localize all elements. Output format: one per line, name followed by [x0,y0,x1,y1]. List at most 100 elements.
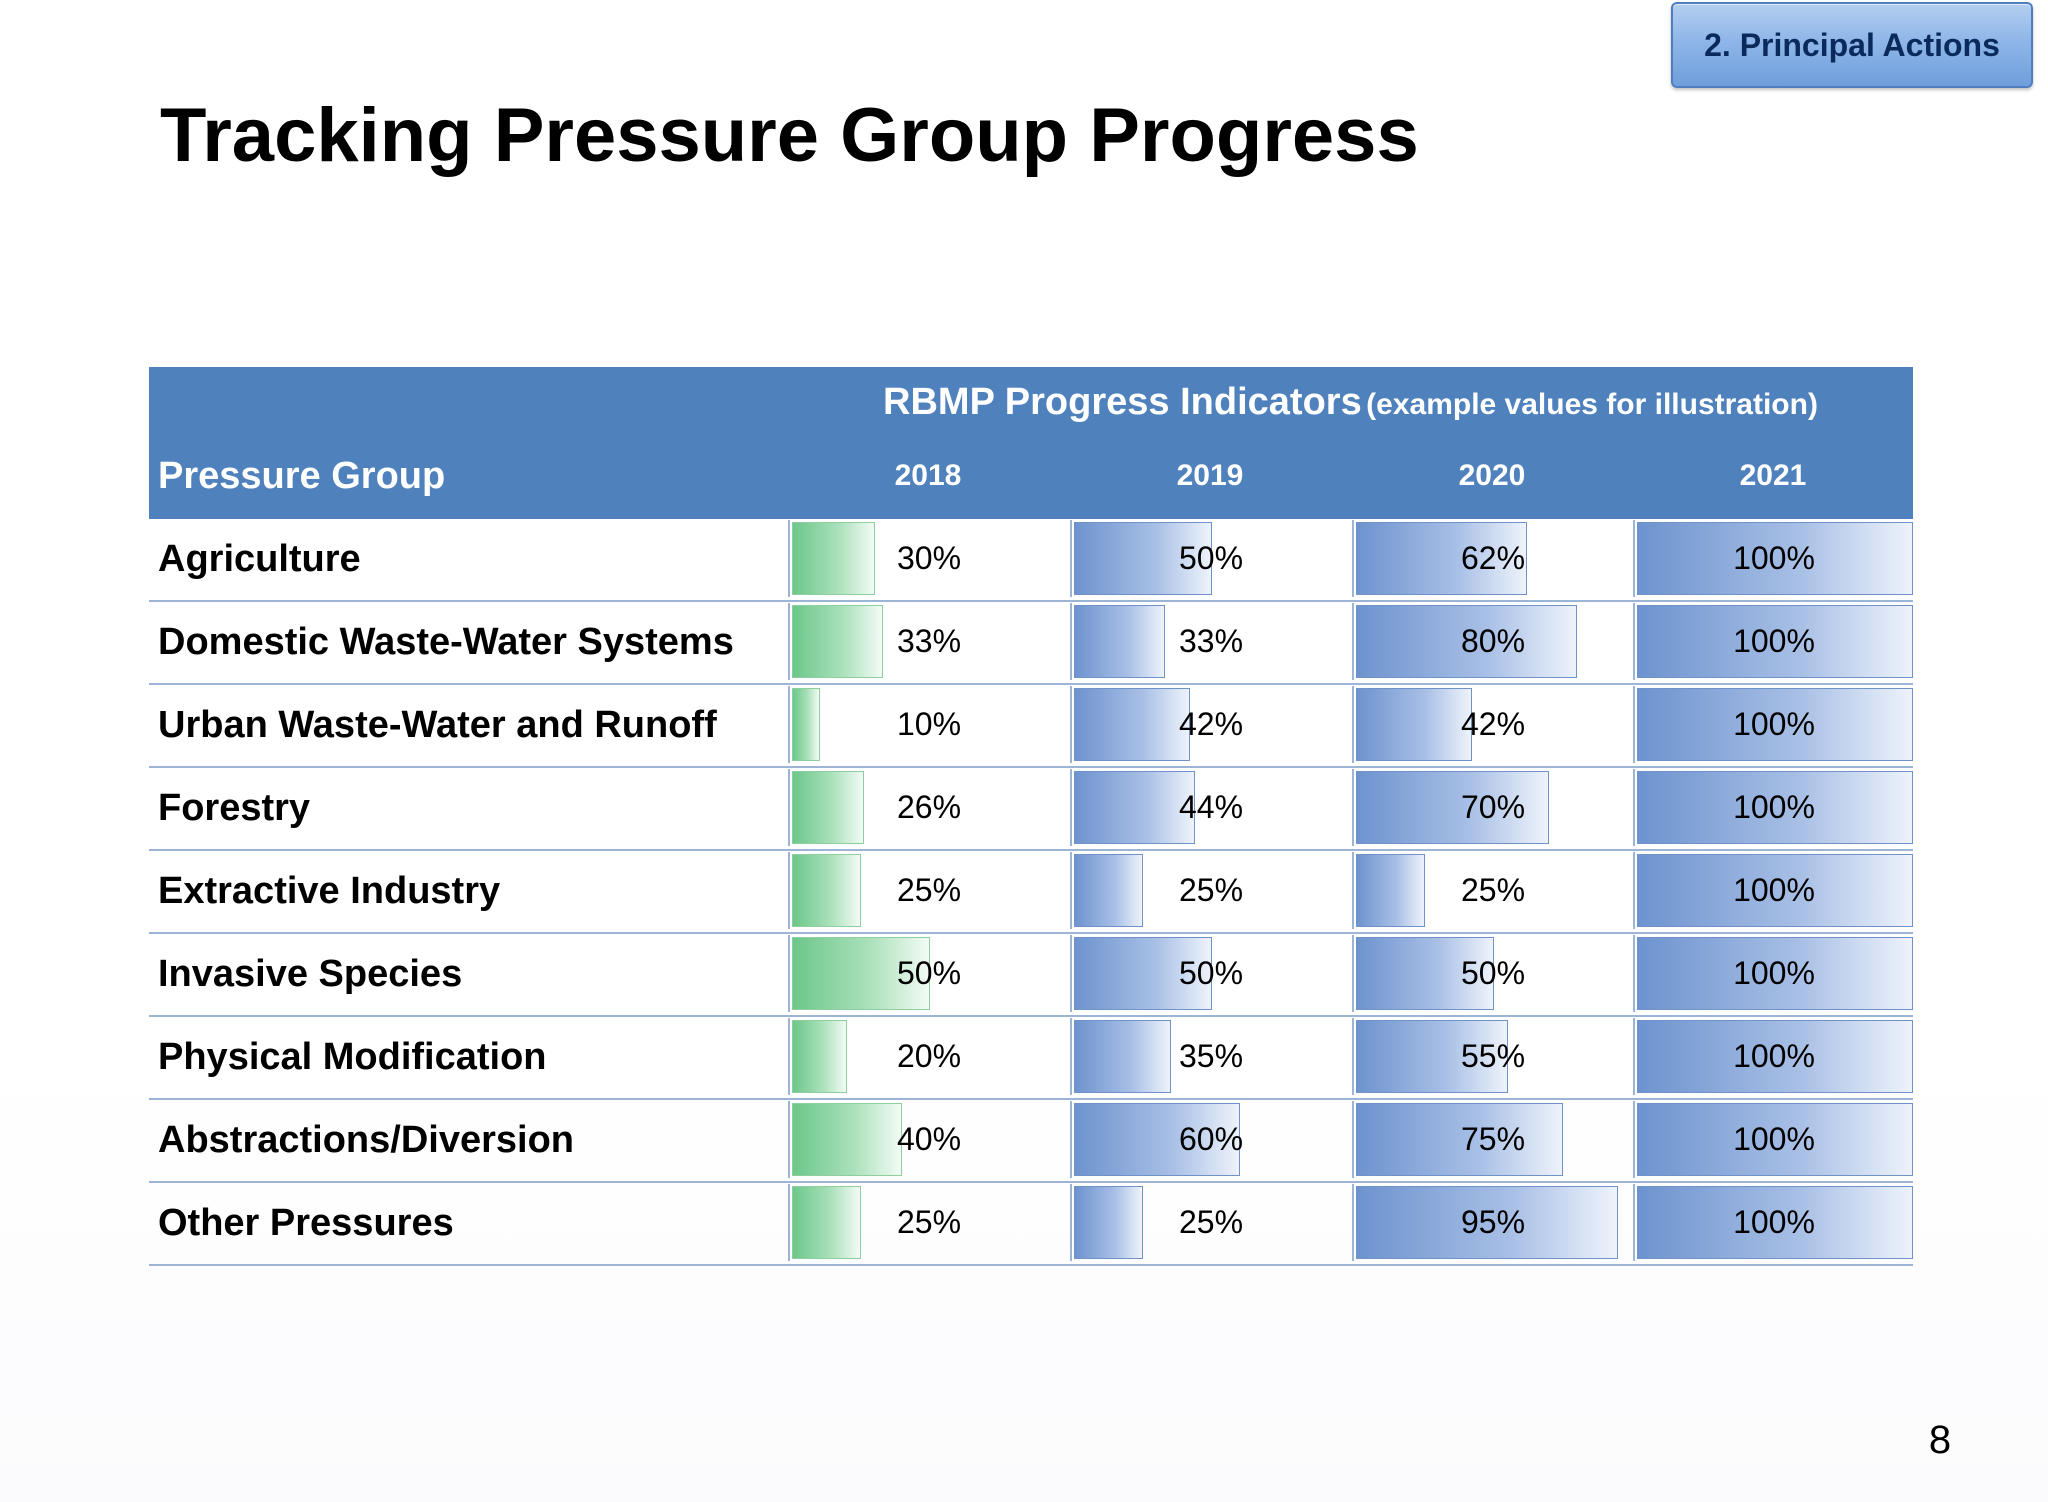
progress-value: 100% [1733,955,1815,991]
progress-bar [1074,1103,1240,1176]
progress-bar [1074,1020,1171,1093]
progress-cell-2020: 95% [1352,1184,1632,1261]
progress-bar [1356,771,1549,844]
year-header-2019: 2019 [1176,459,1244,492]
table-row: Domestic Waste-Water Systems 33% 33% 80% 100… [149,602,1913,685]
progress-bar [792,1020,847,1093]
progress-value: 30% [896,540,962,576]
table-row: Other Pressures 25% 25% 95% 100% [149,1183,1913,1266]
progress-value: 10% [896,706,962,742]
progress-bar [1356,1103,1563,1176]
table-row: Extractive Industry 25% 25% 25% 100% [149,851,1913,934]
year-header-2018: 2018 [894,459,962,492]
progress-value: 50% [1178,540,1244,576]
table-row: Urban Waste-Water and Runoff 10% 42% 42% 100… [149,685,1913,768]
progress-value: 25% [1178,1204,1244,1240]
progress-value: 100% [1733,1204,1815,1240]
progress-value: 100% [1733,706,1815,742]
progress-value: 44% [1178,789,1244,825]
progress-bar [1074,605,1165,678]
progress-cell-2020: 70% [1352,769,1632,846]
progress-value: 42% [1178,706,1244,742]
progress-value: 35% [1178,1038,1244,1074]
progress-value: 50% [1178,955,1244,991]
progress-value: 62% [1460,540,1526,576]
progress-cell-2019: 50% [1070,935,1350,1012]
progress-bar [1637,771,1913,844]
progress-bar [792,605,883,678]
progress-value: 50% [896,955,962,991]
progress-value: 42% [1460,706,1526,742]
progress-cell-2020: 25% [1352,852,1632,929]
progress-value: 50% [1460,955,1526,991]
section-badge[interactable]: 2. Principal Actions [1671,2,2033,88]
progress-cell-2018: 50% [788,935,1068,1012]
progress-value: 100% [1733,789,1815,825]
progress-cell-2021: 100% [1633,603,1913,680]
progress-bar [1074,1186,1143,1259]
progress-bar [1356,605,1577,678]
progress-bar [1637,1103,1913,1176]
progress-bar [792,1103,902,1176]
progress-cell-2020: 55% [1352,1018,1632,1095]
section-badge-label: 2. Principal Actions [1704,26,2000,63]
indicators-title: RBMP Progress Indicators (example values… [788,381,1913,429]
progress-value: 33% [896,623,962,659]
progress-value: 20% [896,1038,962,1074]
progress-value: 100% [1733,540,1815,576]
pressure-group-header: Pressure Group [158,455,446,497]
progress-bar [792,688,820,761]
progress-bar [792,854,861,927]
year-header-2021: 2021 [1739,459,1807,492]
progress-cell-2018: 33% [788,603,1068,680]
progress-cell-2018: 20% [788,1018,1068,1095]
progress-cell-2020: 75% [1352,1101,1632,1178]
progress-value: 95% [1460,1204,1526,1240]
progress-cell-2019: 25% [1070,1184,1350,1261]
progress-cell-2021: 100% [1633,520,1913,597]
page-title: Tracking Pressure Group Progress [160,93,1419,178]
row-label: Agriculture [158,538,361,580]
progress-bar [1074,937,1212,1010]
progress-bar [1074,688,1190,761]
row-label: Domestic Waste-Water Systems [158,621,734,663]
progress-bar [1637,1186,1913,1259]
progress-value: 25% [1178,872,1244,908]
progress-value: 100% [1733,623,1815,659]
progress-cell-2021: 100% [1633,1018,1913,1095]
progress-bar [1637,605,1913,678]
progress-bar [1637,688,1913,761]
progress-bar [1637,1020,1913,1093]
progress-value: 75% [1460,1121,1526,1157]
progress-cell-2018: 25% [788,852,1068,929]
progress-value: 25% [1460,872,1526,908]
progress-cell-2019: 44% [1070,769,1350,846]
progress-bar [1637,522,1913,595]
progress-bar [1356,937,1494,1010]
table-row: Abstractions/Diversion 40% 60% 75% 100% [149,1100,1913,1183]
progress-value: 25% [896,872,962,908]
progress-cell-2021: 100% [1633,769,1913,846]
progress-cell-2018: 26% [788,769,1068,846]
table-row: Agriculture 30% 50% 62% 100% [149,519,1913,602]
progress-cell-2018: 40% [788,1101,1068,1178]
progress-value: 25% [896,1204,962,1240]
progress-bar [1074,854,1143,927]
progress-cell-2021: 100% [1633,686,1913,763]
progress-bar [792,937,930,1010]
progress-bar [792,771,864,844]
progress-cell-2019: 33% [1070,603,1350,680]
progress-bar [1356,1186,1618,1259]
row-label: Abstractions/Diversion [158,1119,574,1161]
progress-value: 55% [1460,1038,1526,1074]
progress-value: 100% [1733,1038,1815,1074]
progress-value: 33% [1178,623,1244,659]
progress-bar [1356,854,1425,927]
progress-cell-2019: 50% [1070,520,1350,597]
progress-bar [1637,937,1913,1010]
progress-value: 26% [896,789,962,825]
progress-cell-2020: 80% [1352,603,1632,680]
progress-value: 80% [1460,623,1526,659]
progress-value: 100% [1733,872,1815,908]
table-row: Forestry 26% 44% 70% 100% [149,768,1913,851]
